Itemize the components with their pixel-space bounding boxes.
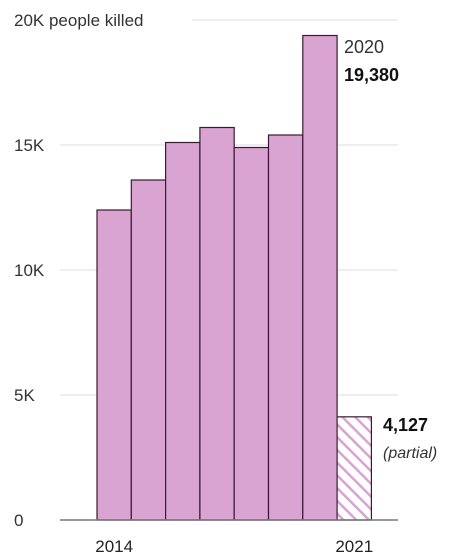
bar xyxy=(199,126,235,521)
x-axis-labels: 2014 2021 xyxy=(95,537,373,555)
x-tick-label: 2014 xyxy=(95,537,133,555)
y-tick-label: 10K xyxy=(14,261,45,280)
bar xyxy=(233,146,270,521)
peak-value-label: 19,380 xyxy=(344,65,399,85)
y-axis-ticks: 0 5K 10K 15K 20K people killed xyxy=(14,11,143,530)
bar xyxy=(96,209,132,521)
y-tick-label: 15K xyxy=(14,136,45,155)
bar xyxy=(165,141,201,521)
y-tick-label: 0 xyxy=(14,511,23,530)
x-tick-label: 2021 xyxy=(335,537,373,555)
bars xyxy=(96,34,373,521)
y-tick-label: 20K people killed xyxy=(14,11,143,30)
peak-year-label: 2020 xyxy=(344,37,384,57)
bar xyxy=(267,134,304,521)
bar xyxy=(302,34,338,521)
y-tick-label: 5K xyxy=(14,386,35,405)
bar-partial xyxy=(336,416,373,521)
bar xyxy=(130,179,167,521)
partial-note-label: (partial) xyxy=(383,445,437,462)
partial-value-label: 4,127 xyxy=(383,415,428,435)
